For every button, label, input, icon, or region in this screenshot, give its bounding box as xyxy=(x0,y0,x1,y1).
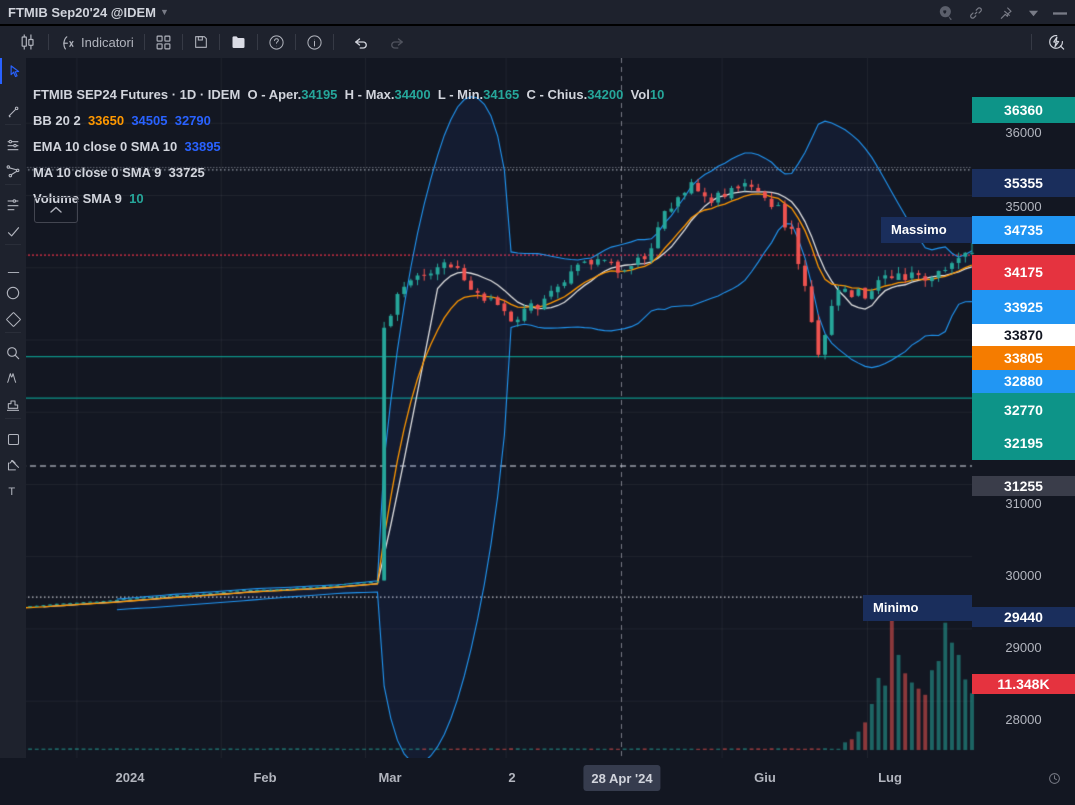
svg-text:T: T xyxy=(8,486,15,498)
